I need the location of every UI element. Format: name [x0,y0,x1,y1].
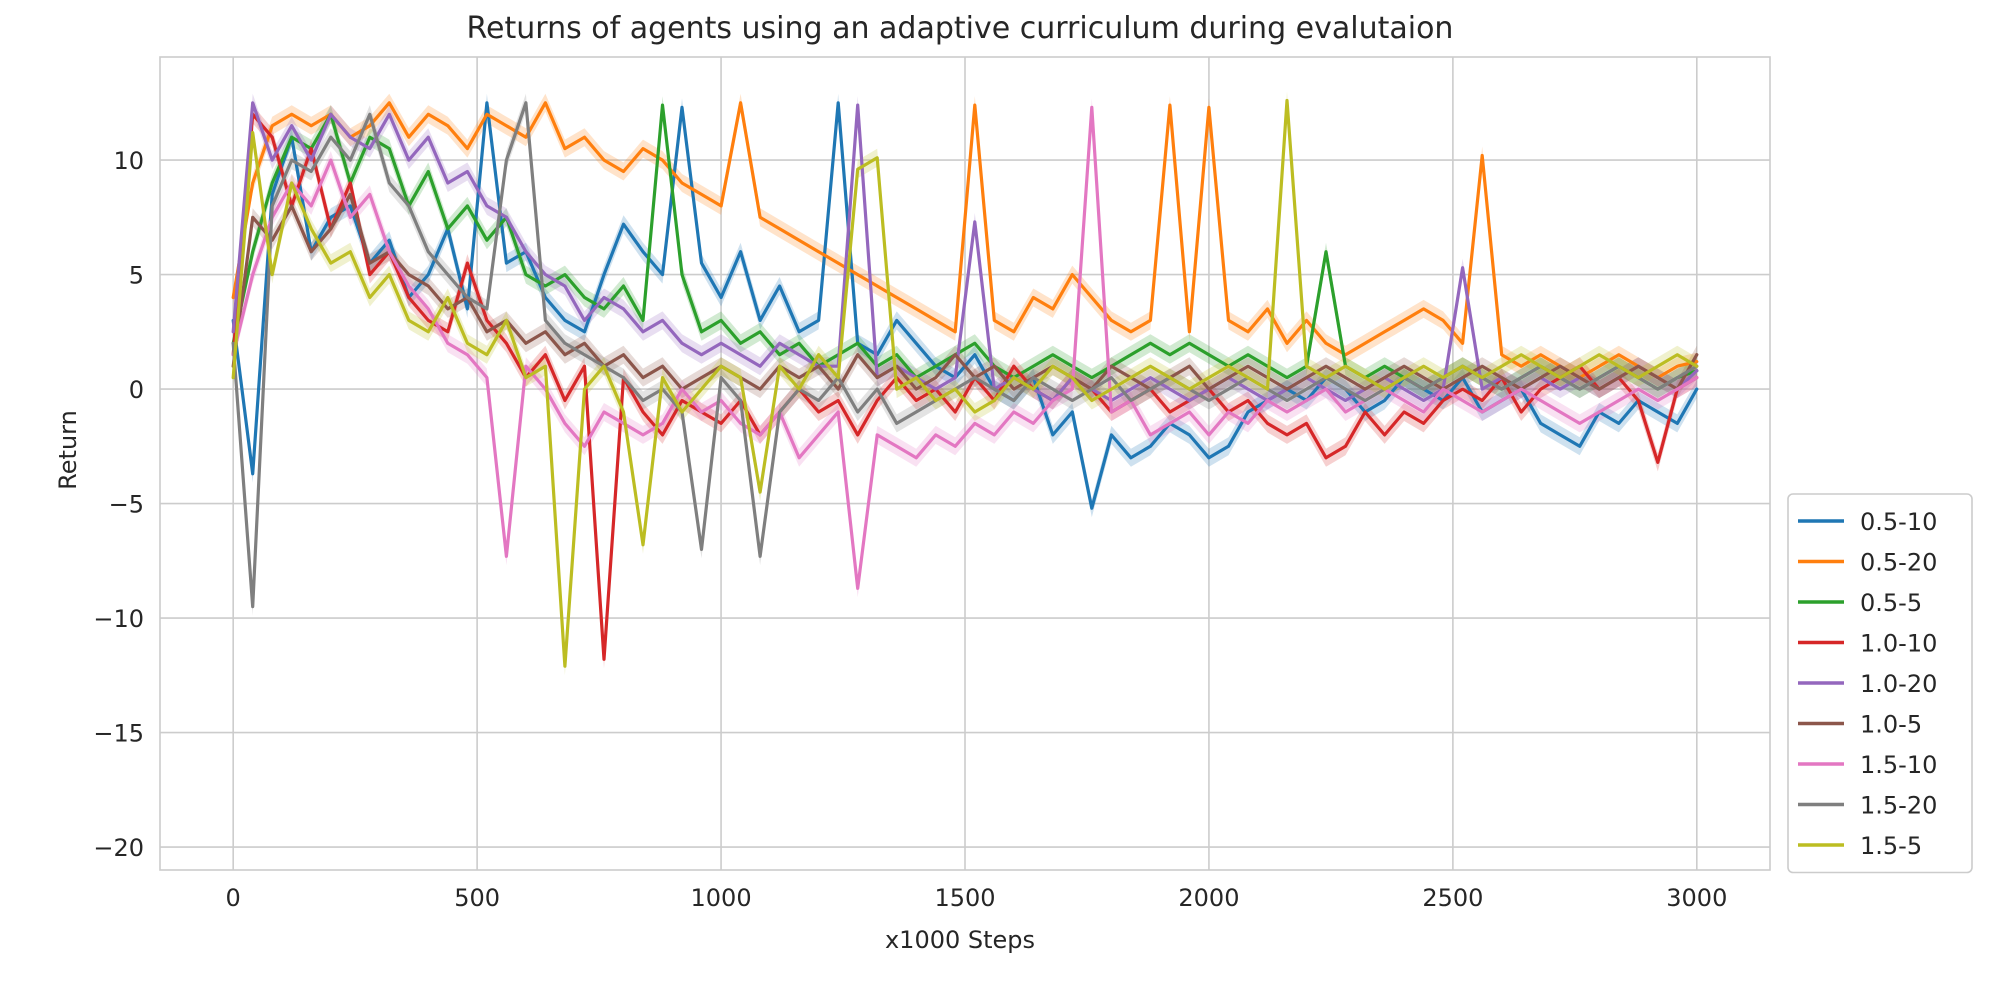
series-line [231,192,1699,391]
series-band [233,93,1697,387]
legend-label: 0.5-5 [1860,589,1922,617]
x-tick-label: 1000 [691,884,752,912]
plot-frame [159,56,1771,871]
legend-label: 0.5-10 [1860,508,1937,536]
x-tick-label: 3000 [1666,884,1727,912]
legend-label: 1.5-10 [1860,751,1937,779]
y-tick-label: 10 [113,147,144,175]
y-tick-label: −10 [93,605,144,633]
y-tick-labels: −20 −15 −10 −5 0 5 10 [93,147,144,862]
x-tick-label: 500 [454,884,500,912]
chart-title: Returns of agents using an adaptive curr… [467,11,1454,46]
series-line [231,105,1699,590]
x-tick-labels: 0 500 1000 1500 2000 2500 3000 [226,884,1728,912]
grid-layer [160,57,1770,870]
series-band [233,185,1697,399]
legend-label: 1.0-5 [1860,711,1922,739]
x-axis-label: x1000 Steps [885,926,1035,954]
x-tick-label: 0 [226,884,241,912]
legend: 0.5-10 0.5-20 0.5-5 1.0-10 1.0-20 1.0-5 1.5-10… [1787,493,1973,874]
x-tick-label: 2500 [1422,884,1483,912]
series-band [233,96,1697,399]
y-tick-label: −15 [93,720,144,748]
legend-box [1787,493,1973,874]
y-tick-label: 5 [129,262,144,290]
legend-label: 1.5-5 [1860,832,1922,860]
series-layer [231,98,1699,668]
series-line [231,98,1699,668]
y-tick-label: −5 [109,491,144,519]
y-tick-label: −20 [93,834,144,862]
legend-label: 1.0-20 [1860,670,1937,698]
series-band [233,105,1697,669]
y-tick-label: 0 [129,376,144,404]
legend-label: 1.0-10 [1860,630,1937,658]
y-axis-label: Return [54,410,82,490]
series-line [231,101,1699,403]
series-band [233,91,1697,676]
legend-label: 0.5-20 [1860,549,1937,577]
legend-label: 1.5-20 [1860,792,1937,820]
x-tick-label: 2000 [1178,884,1239,912]
x-tick-label: 1500 [934,884,995,912]
